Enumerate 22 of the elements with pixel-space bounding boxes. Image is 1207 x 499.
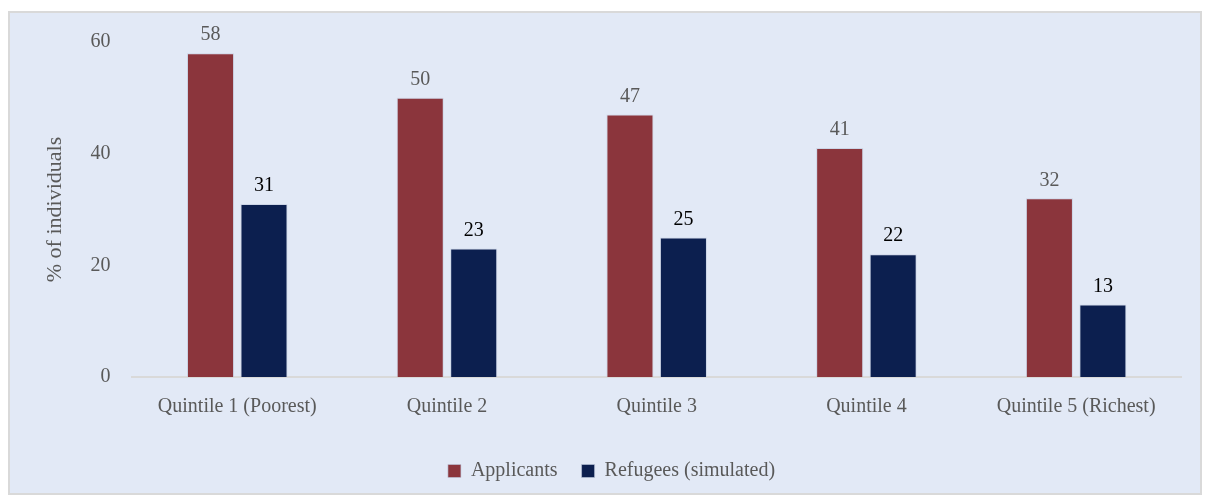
legend-label: Applicants bbox=[470, 458, 558, 482]
y-tick-label: 60 bbox=[90, 29, 111, 52]
data-label: 22 bbox=[883, 223, 904, 246]
x-tick-label: Quintile 2 bbox=[406, 394, 488, 417]
y-tick-label: 20 bbox=[90, 252, 111, 275]
y-axis-title: % of individuals bbox=[40, 136, 66, 283]
x-tick-label: Quintile 5 (Richest) bbox=[996, 394, 1156, 418]
y-tick-label: 0 bbox=[100, 364, 111, 387]
x-tick-label: Quintile 4 bbox=[826, 394, 907, 417]
data-label: 13 bbox=[1092, 273, 1113, 296]
data-label: 32 bbox=[1039, 167, 1060, 190]
data-label: 41 bbox=[829, 117, 850, 140]
y-tick-label: 40 bbox=[90, 140, 111, 163]
x-tick-label: Quintile 3 bbox=[616, 394, 697, 417]
data-label: 25 bbox=[673, 206, 694, 229]
data-label: 31 bbox=[254, 173, 274, 196]
data-label: 50 bbox=[410, 67, 431, 90]
data-label: 47 bbox=[619, 83, 640, 106]
x-tick-label: Quintile 1 (Poorest) bbox=[157, 394, 317, 418]
data-label: 58 bbox=[200, 22, 221, 45]
legend-label: Refugees (simulated) bbox=[604, 458, 776, 482]
data-label: 23 bbox=[463, 217, 484, 240]
